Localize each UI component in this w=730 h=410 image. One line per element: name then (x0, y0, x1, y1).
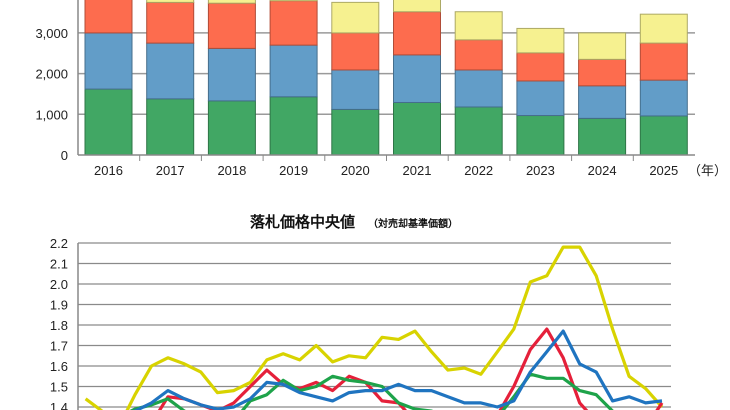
x-tick-label: 2024 (588, 163, 617, 178)
x-tick-label: 2017 (156, 163, 185, 178)
line-series-blue (132, 329, 663, 410)
y-tick-label: 1,000 (35, 107, 68, 122)
bar-2025-yellow (639, 13, 688, 44)
x-tick-label: 2019 (279, 163, 308, 178)
y-tick-label: 2,000 (35, 67, 68, 82)
line-series-green (129, 372, 614, 410)
bar-2017-blue (146, 42, 195, 100)
x-tick-label: 2018 (217, 163, 246, 178)
x-tick-label: 2023 (526, 163, 555, 178)
bar-2018-red (207, 2, 256, 49)
stacked-bar-chart: 0 1,000 2,000 3,000 2016 2017 2018 2019 2020 2021… (35, 0, 727, 178)
bar-2019-yellow (269, 0, 318, 2)
chart-subtitle: （対売却基準価額） (368, 217, 458, 230)
bar-2022-green (454, 106, 503, 156)
y-tick-label: 1.5 (50, 380, 68, 395)
bar-2017-yellow (146, 0, 195, 3)
bar-2019-red (269, 0, 318, 46)
bar-2020-green (331, 108, 380, 156)
bar-2022-blue (454, 69, 503, 108)
y-tick-label: 0 (61, 148, 68, 163)
x-tick-label: 2021 (403, 163, 432, 178)
chart-title: 落札価格中央値 (250, 213, 355, 231)
bar-2023-yellow (516, 27, 565, 54)
bar-2022-red (454, 39, 503, 71)
x-tick-label: 2020 (341, 163, 370, 178)
y-tick-label: 2.2 (50, 236, 68, 251)
bar-2025-green (639, 115, 688, 156)
bar-2023-blue (516, 80, 565, 117)
y-tick-label: 2.1 (50, 257, 68, 272)
y-tick-label: 1.6 (50, 359, 68, 374)
bar-2018-yellow (207, 0, 256, 4)
bar-2019-blue (269, 44, 318, 98)
y-tick-label: 1.4 (50, 400, 68, 410)
line-series-yellow (84, 245, 664, 410)
bar-2024-red (578, 58, 627, 87)
x-tick-label: 2016 (94, 163, 123, 178)
bar-2016-red (84, 0, 133, 34)
x-unit-label: （年） (688, 163, 727, 178)
x-tick-label: 2025 (649, 163, 678, 178)
bars (84, 0, 688, 156)
bar-2024-blue (578, 85, 627, 119)
x-tick-label: 2022 (464, 163, 493, 178)
bar-2024-yellow (578, 32, 627, 60)
line-series-red (157, 327, 664, 410)
bar-2020-yellow (331, 1, 380, 34)
bar-2021-yellow (393, 0, 441, 13)
y-tick-label: 3,000 (35, 26, 68, 41)
y-tick-label: 1.9 (50, 298, 68, 313)
bar-2022-yellow (454, 11, 503, 41)
y-tick-label: 1.7 (50, 339, 68, 354)
y-tick-label: 1.8 (50, 318, 68, 333)
bar-2023-green (516, 115, 565, 156)
y-tick-label: 2.0 (50, 277, 68, 292)
bar-2018-blue (207, 47, 256, 102)
bar-2023-red (516, 52, 565, 82)
